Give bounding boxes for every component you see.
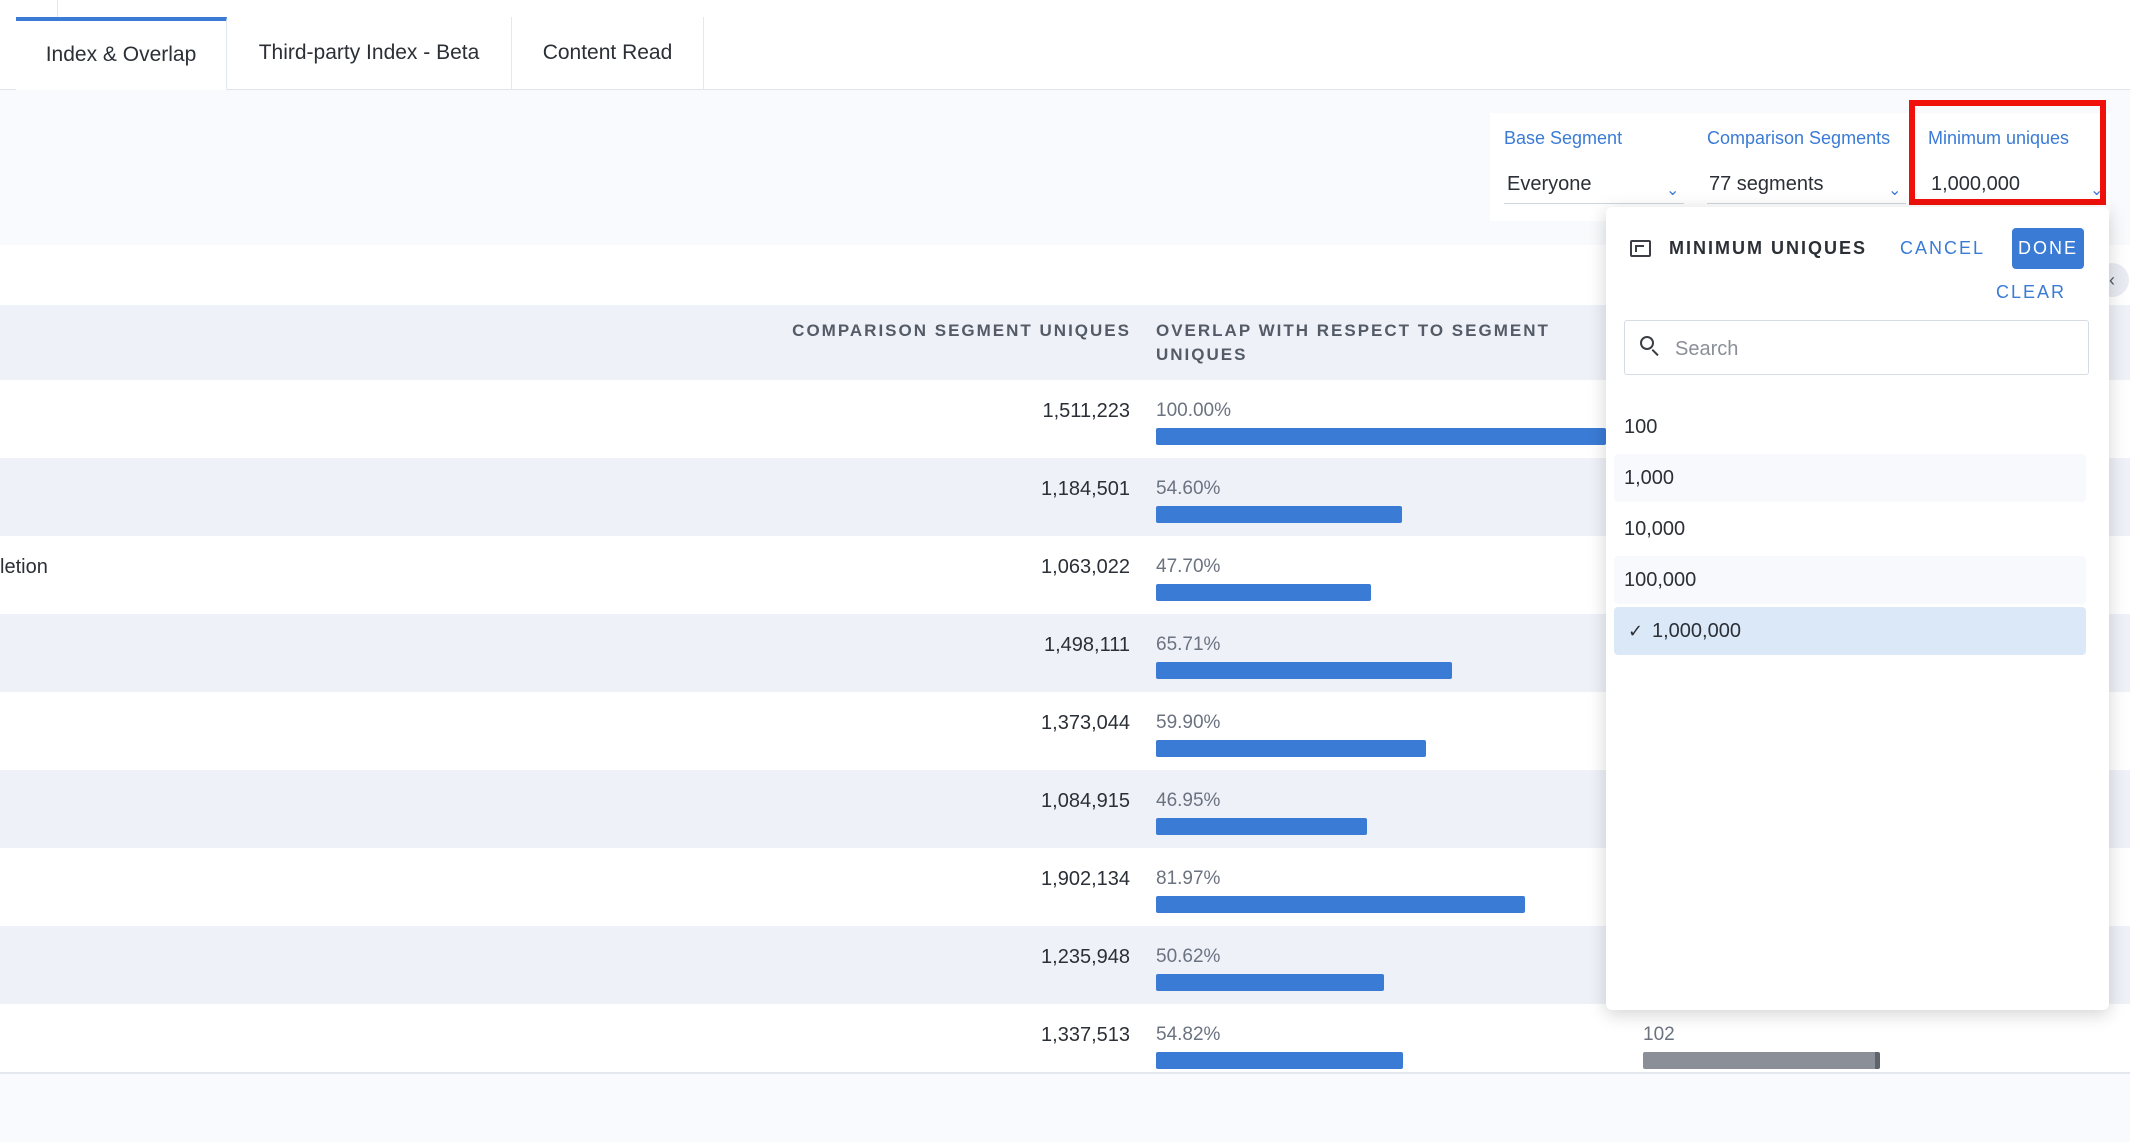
index-value: 102	[1643, 1024, 1675, 1045]
search-field	[1624, 320, 2089, 375]
overlap-value: 47.70%	[1156, 556, 1221, 577]
table-row[interactable]: 1,337,513 54.82% 102	[0, 1004, 2130, 1082]
minimum-uniques-popover: MINIMUM UNIQUES CANCEL DONE CLEAR 100 1,0…	[1606, 207, 2109, 1010]
overlap-value: 100.00%	[1156, 400, 1232, 421]
tab-content-read[interactable]: Content Read	[512, 17, 704, 89]
overlap-value: 65.71%	[1156, 634, 1221, 655]
search-input[interactable]	[1673, 331, 2077, 367]
option-item[interactable]: 100	[1614, 403, 2086, 451]
col-overlap-line2: UNIQUES	[1156, 345, 1248, 364]
comparison-uniques-value: 1,337,513	[1041, 1024, 1130, 1046]
check-icon: ✓	[1628, 621, 1644, 641]
table-row[interactable]: 1,373,044 59.90%	[0, 692, 2130, 770]
option-label: 100	[1624, 416, 1658, 438]
col-overlap[interactable]: OVERLAP WITH RESPECT TO SEGMENT UNIQUES	[1156, 319, 1550, 367]
overlap-bar	[1156, 974, 1384, 991]
overlap-bar	[1156, 896, 1525, 913]
table-row[interactable]: 1,511,223 100.00%	[0, 380, 2130, 458]
comparison-segments-value[interactable]: 77 segments	[1709, 173, 1824, 195]
tab-bar: Index & Overlap Third-party Index - Beta…	[0, 17, 2130, 94]
table-row[interactable]: letion 1,063,022 47.70%	[0, 536, 2130, 614]
clear-button[interactable]: CLEAR	[1996, 282, 2067, 302]
overlap-bar	[1156, 584, 1371, 601]
popover-title: MINIMUM UNIQUES	[1669, 238, 1867, 258]
option-label: 1,000	[1624, 467, 1675, 489]
overlap-bar	[1156, 740, 1426, 757]
overlap-value: 54.60%	[1156, 478, 1221, 499]
base-segment-underline	[1504, 203, 1684, 204]
top-bar-divider	[57, 0, 58, 17]
overlap-bar	[1156, 428, 1606, 445]
overlap-bar	[1156, 818, 1367, 835]
overlap-bar	[1156, 506, 1402, 523]
comparison-uniques-value: 1,084,915	[1041, 790, 1130, 812]
comparison-uniques-value: 1,511,223	[1042, 400, 1131, 422]
overlap-value: 59.90%	[1156, 712, 1221, 733]
overlap-value: 46.95%	[1156, 790, 1221, 811]
overlap-value: 81.97%	[1156, 868, 1221, 889]
overlap-bar	[1156, 1052, 1403, 1069]
option-label: 1,000,000	[1652, 620, 1741, 642]
comparison-uniques-value: 1,063,022	[1041, 556, 1130, 578]
base-segment-label: Base Segment	[1504, 128, 1623, 148]
segment-name: letion	[0, 556, 48, 578]
tab-third-party-index[interactable]: Third-party Index - Beta	[227, 17, 512, 89]
cancel-button[interactable]: CANCEL	[1900, 238, 1986, 258]
overlap-bar	[1156, 662, 1452, 679]
option-item[interactable]: ✓ 1,000,000	[1614, 607, 2086, 655]
comparison-segments-underline	[1707, 203, 1906, 204]
comparison-segments-label: Comparison Segments	[1707, 128, 1891, 148]
base-segment-value[interactable]: Everyone	[1507, 173, 1592, 195]
option-item[interactable]: 10,000	[1614, 505, 2086, 553]
option-item[interactable]: 100,000	[1614, 556, 2086, 604]
comparison-uniques-value: 1,373,044	[1041, 712, 1130, 734]
option-item[interactable]: 1,000	[1614, 454, 2086, 502]
search-icon	[1640, 336, 1654, 350]
comparison-uniques-value: 1,498,111	[1043, 634, 1130, 656]
chevron-down-icon[interactable]: ⌄	[1888, 182, 1902, 199]
comparison-uniques-value: 1,184,501	[1041, 478, 1130, 500]
table-footer	[0, 1072, 2130, 1142]
expand-frame-icon	[1630, 240, 1651, 257]
done-button[interactable]: DONE	[2012, 228, 2084, 269]
col-comparison-uniques[interactable]: COMPARISON SEGMENT UNIQUES	[792, 321, 1131, 340]
minimum-uniques-label: Minimum uniques	[1928, 128, 2070, 148]
comparison-uniques-value: 1,235,948	[1041, 946, 1130, 968]
index-bar	[1643, 1052, 1880, 1069]
overlap-value: 50.62%	[1156, 946, 1221, 967]
table-row[interactable]: 1,902,134 81.97%	[0, 848, 2130, 926]
tab-index-overlap[interactable]: Index & Overlap	[16, 17, 227, 94]
col-overlap-line1: OVERLAP WITH RESPECT TO SEGMENT	[1156, 321, 1550, 340]
option-label: 10,000	[1624, 518, 1686, 540]
comparison-uniques-value: 1,902,134	[1041, 868, 1130, 890]
option-label: 100,000	[1624, 569, 1697, 591]
overlap-value: 54.82%	[1156, 1024, 1221, 1045]
highlight-box	[1909, 100, 2106, 205]
chevron-down-icon[interactable]: ⌄	[1666, 182, 1680, 199]
minimum-uniques-value[interactable]: 1,000,000	[1931, 173, 2020, 195]
